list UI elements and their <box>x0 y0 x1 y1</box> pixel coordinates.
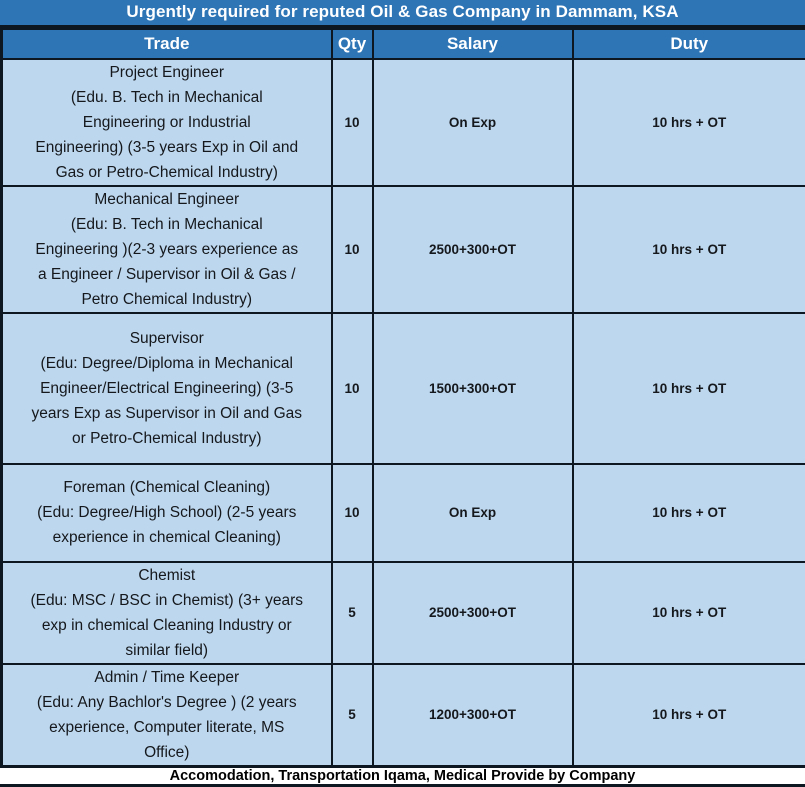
table-row: Mechanical Engineer (Edu: B. Tech in Mec… <box>0 184 805 314</box>
salary-cell: On Exp <box>371 462 574 563</box>
bottom-border <box>0 783 805 787</box>
duty-cell: 10 hrs + OT <box>571 184 805 314</box>
table-row: Chemist (Edu: MSC / BSC in Chemist) (3+ … <box>0 560 805 665</box>
qty-cell: 5 <box>330 560 374 665</box>
duty-cell: 10 hrs + OT <box>571 311 805 465</box>
trade-cell: Admin / Time Keeper (Edu: Any Bachlor's … <box>0 662 333 768</box>
salary-cell: 1500+300+OT <box>371 311 574 465</box>
column-header-duty: Duty <box>571 27 805 60</box>
footer-note: Accomodation, Transportation Iqama, Medi… <box>0 767 805 784</box>
table-row: Project Engineer (Edu. B. Tech in Mechan… <box>0 57 805 187</box>
duty-cell: 10 hrs + OT <box>571 462 805 563</box>
trade-cell: Project Engineer (Edu. B. Tech in Mechan… <box>0 57 333 187</box>
table-row: Foreman (Chemical Cleaning) (Edu: Degree… <box>0 462 805 563</box>
page-title: Urgently required for reputed Oil & Gas … <box>0 0 805 28</box>
trade-cell: Chemist (Edu: MSC / BSC in Chemist) (3+ … <box>0 560 333 665</box>
table-row: Supervisor (Edu: Degree/Diploma in Mecha… <box>0 311 805 465</box>
qty-cell: 10 <box>330 57 374 187</box>
trade-cell: Foreman (Chemical Cleaning) (Edu: Degree… <box>0 462 333 563</box>
table-row: Admin / Time Keeper (Edu: Any Bachlor's … <box>0 662 805 768</box>
trade-cell: Mechanical Engineer (Edu: B. Tech in Mec… <box>0 184 333 314</box>
header-row: Trade Qty Salary Duty <box>0 27 805 60</box>
duty-cell: 10 hrs + OT <box>571 662 805 768</box>
salary-cell: On Exp <box>371 57 574 187</box>
jobs-table: Trade Qty Salary Duty Project Engineer (… <box>0 27 805 768</box>
qty-cell: 10 <box>330 462 374 563</box>
duty-cell: 10 hrs + OT <box>571 560 805 665</box>
salary-cell: 2500+300+OT <box>371 184 574 314</box>
trade-cell: Supervisor (Edu: Degree/Diploma in Mecha… <box>0 311 333 465</box>
qty-cell: 10 <box>330 184 374 314</box>
salary-cell: 1200+300+OT <box>371 662 574 768</box>
qty-cell: 10 <box>330 311 374 465</box>
salary-cell: 2500+300+OT <box>371 560 574 665</box>
column-header-salary: Salary <box>371 27 574 60</box>
column-header-qty: Qty <box>330 27 374 60</box>
column-header-trade: Trade <box>0 27 333 60</box>
duty-cell: 10 hrs + OT <box>571 57 805 187</box>
qty-cell: 5 <box>330 662 374 768</box>
